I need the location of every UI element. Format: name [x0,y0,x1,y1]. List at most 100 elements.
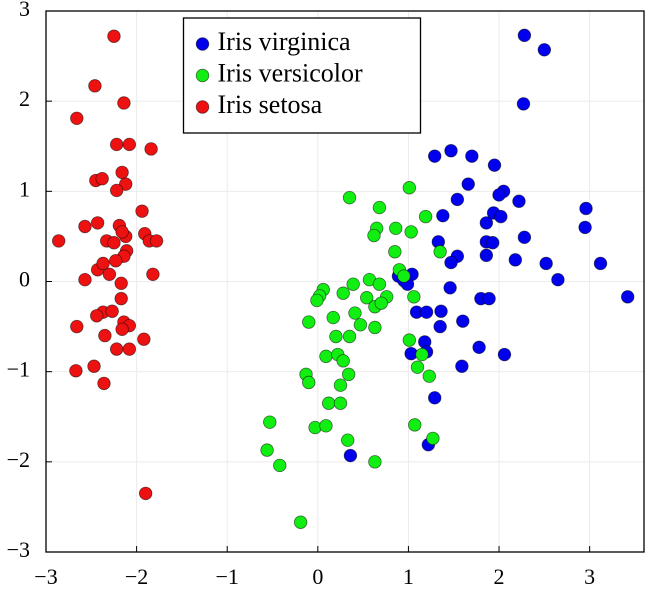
point [497,347,512,362]
point [397,269,411,283]
x-tick-label: 0 [312,564,323,589]
point [122,342,137,356]
point [308,420,322,435]
point [115,225,129,239]
point [388,245,402,259]
point [444,144,458,158]
x-tick-label: 3 [584,564,595,589]
point [109,254,123,268]
point [319,349,333,364]
point [516,97,531,111]
point [88,79,102,93]
point [107,236,121,250]
point [138,486,153,501]
point [333,396,348,410]
point [102,267,117,281]
point [319,419,333,433]
point [443,281,457,295]
point [479,248,494,263]
point [341,433,355,447]
point [115,322,129,336]
point [273,458,287,473]
plot-frame [45,10,645,553]
legend-label: Iris setosa [218,90,323,119]
point [492,188,506,202]
point [105,304,119,318]
point [96,256,110,271]
point [326,310,340,325]
point [444,255,458,270]
point [114,276,128,291]
point [472,340,486,355]
point [69,364,83,378]
point [404,225,418,239]
point [482,291,496,306]
point [321,396,336,410]
point [436,208,450,223]
point [95,172,109,186]
point [368,455,382,469]
point [465,149,479,163]
point [479,216,494,230]
point [293,515,308,529]
point [137,332,151,346]
point [487,158,502,172]
legend-marker [195,68,210,83]
point [422,369,436,383]
y-tick-label: 0 [19,267,30,292]
legend-box [182,17,422,134]
point [450,192,465,207]
point [135,204,149,218]
point [341,367,356,382]
point [115,165,129,180]
point [539,256,553,271]
point [353,318,368,332]
point [98,328,112,343]
point [389,221,403,236]
point [342,329,357,344]
point [508,253,523,267]
point [114,291,128,306]
point [302,315,316,329]
point [433,245,447,259]
point [78,272,92,287]
point [90,309,104,323]
point [51,234,66,248]
point [260,443,274,457]
point [579,201,593,216]
point [428,149,442,163]
point [310,293,324,308]
point [485,236,500,250]
point [360,291,374,305]
point [517,28,532,43]
point [87,359,101,373]
point [402,333,417,347]
point [302,375,316,390]
point [551,272,565,287]
point [146,267,160,281]
point [149,234,164,248]
point [107,29,121,43]
point [109,342,124,356]
point [620,290,635,304]
point [537,43,552,57]
point [456,314,470,328]
legend-label: Iris versicolor [218,58,363,87]
point [348,306,362,320]
point [593,256,608,271]
point [419,305,434,319]
x-tick-label: 2 [494,564,505,589]
x-tick-label: −1 [216,564,239,589]
point [97,376,111,391]
point [418,209,433,224]
point [372,277,387,291]
point [336,286,350,300]
y-tick-label: 2 [19,86,30,111]
x-tick-label: −2 [125,564,148,589]
point [122,137,137,152]
x-tick-label: 1 [403,564,414,589]
point [415,347,429,362]
y-tick-label: 3 [19,0,30,21]
